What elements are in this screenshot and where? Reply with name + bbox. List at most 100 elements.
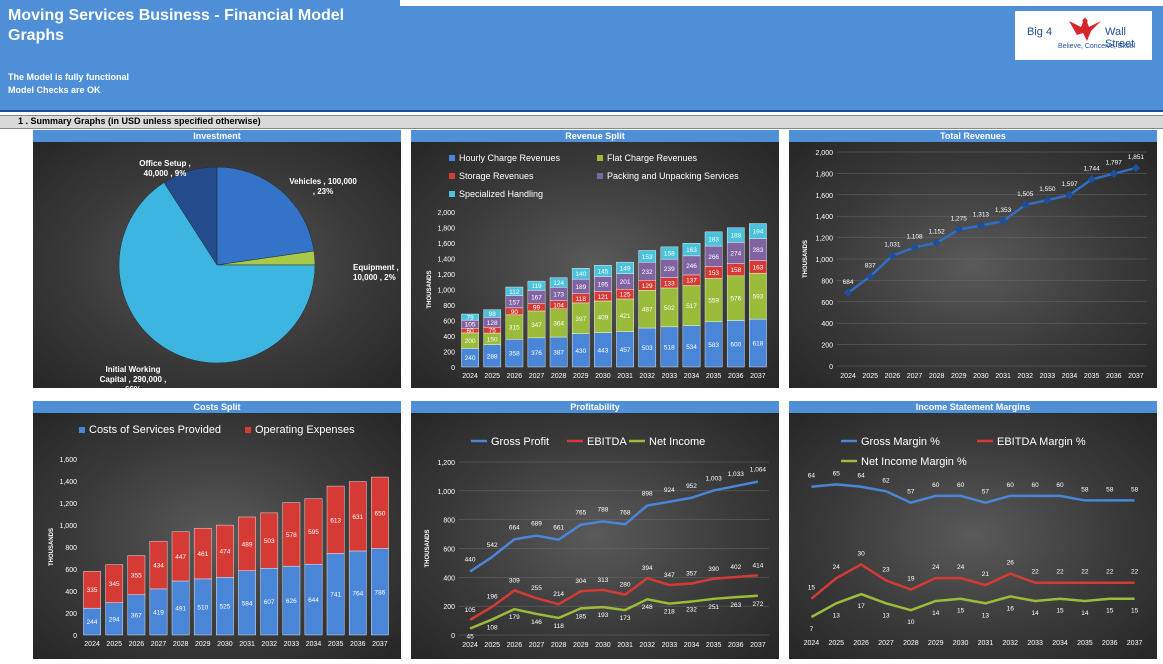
data-label: 15 bbox=[808, 585, 816, 592]
pie-slice bbox=[163, 166, 218, 266]
y-tick-label: 600 bbox=[65, 567, 77, 574]
y-tick-label: 400 bbox=[443, 334, 455, 341]
logo-text-right: Wall Street bbox=[1105, 26, 1135, 50]
legend-label: Net Income bbox=[649, 436, 705, 448]
header-banner: Moving Services Business - Financial Mod… bbox=[0, 0, 1163, 110]
bar-data-label: 764 bbox=[352, 590, 363, 597]
model-status-text: The Model is fully functional bbox=[8, 72, 130, 82]
bar-segment bbox=[549, 277, 568, 288]
x-tick-label: 2037 bbox=[1128, 373, 1144, 380]
bar-segment bbox=[326, 485, 345, 554]
bar-data-label: 129 bbox=[642, 283, 653, 290]
data-label: 390 bbox=[708, 566, 719, 573]
data-label: 251 bbox=[708, 604, 719, 611]
data-point-marker bbox=[1109, 169, 1119, 178]
y-tick-label: 1,200 bbox=[815, 236, 833, 243]
bar-data-label: 195 bbox=[597, 282, 608, 289]
x-tick-label: 2034 bbox=[1052, 640, 1068, 647]
y-axis-label: THOUSANDS bbox=[49, 528, 55, 566]
data-label: 952 bbox=[686, 483, 697, 490]
bar-data-label: 125 bbox=[620, 292, 631, 299]
bar-data-label: 188 bbox=[730, 233, 741, 240]
bar-data-label: 595 bbox=[308, 529, 319, 536]
profitability-chart: 0 200 400 600 800 1,000 1,200 THOUSANDS 2024 2025… bbox=[425, 436, 769, 649]
data-label: 118 bbox=[553, 623, 564, 630]
x-tick-label: 2035 bbox=[328, 641, 344, 648]
y-tick-label: 0 bbox=[829, 364, 833, 371]
eagle-logo-icon bbox=[1069, 17, 1101, 41]
series-line bbox=[469, 480, 759, 573]
data-label: 26 bbox=[1007, 560, 1015, 567]
bar-data-label: 99 bbox=[533, 305, 541, 312]
data-label: 768 bbox=[620, 509, 631, 516]
legend-label: Packing and Unpacking Services bbox=[607, 171, 739, 181]
data-label: 440 bbox=[465, 557, 476, 564]
data-label: 14 bbox=[1032, 610, 1040, 617]
data-label: 394 bbox=[642, 565, 653, 572]
bar-data-label: 474 bbox=[219, 549, 230, 556]
y-tick-label: 1,400 bbox=[59, 479, 77, 486]
bar-data-label: 419 bbox=[153, 609, 164, 616]
data-point-marker bbox=[888, 251, 897, 260]
x-tick-label: 2031 bbox=[995, 373, 1011, 380]
x-tick-label: 2032 bbox=[639, 642, 655, 649]
data-label: 664 bbox=[509, 524, 520, 531]
bar-data-label: 288 bbox=[487, 353, 498, 360]
bar-segment bbox=[149, 540, 168, 590]
data-label: 898 bbox=[642, 491, 653, 498]
y-tick-label: 1,200 bbox=[437, 272, 455, 279]
bar-data-label: 447 bbox=[175, 554, 186, 561]
x-tick-label: 2025 bbox=[484, 642, 500, 649]
x-tick-label: 2036 bbox=[1106, 373, 1122, 380]
x-tick-label: 2035 bbox=[706, 373, 722, 380]
data-label: 402 bbox=[730, 564, 741, 571]
data-label: 218 bbox=[664, 609, 675, 616]
y-axis-label: THOUSANDS bbox=[427, 270, 433, 308]
data-label: 1,033 bbox=[728, 471, 745, 478]
legend-label: Gross Margin % bbox=[861, 436, 940, 448]
data-label: 45 bbox=[466, 634, 474, 641]
y-tick-label: 1,000 bbox=[815, 257, 833, 264]
data-label: 24 bbox=[932, 564, 940, 571]
bar-data-label: 149 bbox=[620, 265, 631, 272]
y-tick-label: 600 bbox=[443, 319, 455, 326]
legend-swatch bbox=[79, 427, 85, 433]
data-label: 1,597 bbox=[1061, 181, 1078, 188]
x-tick-label: 2034 bbox=[684, 642, 700, 649]
x-tick-label: 2025 bbox=[828, 640, 844, 647]
bar-data-label: 347 bbox=[531, 322, 542, 329]
x-tick-label: 2032 bbox=[1002, 640, 1018, 647]
data-label: 684 bbox=[843, 279, 854, 286]
y-tick-label: 200 bbox=[821, 343, 833, 350]
bar-data-label: 358 bbox=[509, 351, 520, 358]
data-label: 689 bbox=[531, 521, 542, 528]
x-tick-label: 2031 bbox=[617, 642, 633, 649]
data-label: 1,064 bbox=[750, 467, 767, 474]
page-subtitle: Graphs bbox=[8, 27, 65, 44]
bar-segment bbox=[171, 531, 190, 582]
x-tick-label: 2026 bbox=[885, 373, 901, 380]
x-tick-label: 2026 bbox=[507, 642, 523, 649]
data-label: 1,744 bbox=[1084, 165, 1101, 172]
x-tick-label: 2036 bbox=[350, 641, 366, 648]
bar-data-label: 583 bbox=[708, 342, 719, 349]
x-tick-label: 2036 bbox=[728, 373, 744, 380]
data-label: 196 bbox=[487, 594, 498, 601]
y-tick-label: 0 bbox=[451, 365, 455, 372]
data-label: 1,275 bbox=[951, 216, 968, 223]
y-tick-label: 600 bbox=[821, 300, 833, 307]
y-tick-label: 1,200 bbox=[437, 460, 455, 467]
data-label: 60 bbox=[957, 482, 965, 489]
x-tick-label: 2030 bbox=[595, 642, 611, 649]
bar-data-label: 525 bbox=[219, 604, 230, 611]
data-label: 22 bbox=[1081, 569, 1089, 576]
x-tick-label: 2026 bbox=[129, 641, 145, 648]
bar-data-label: 600 bbox=[730, 341, 741, 348]
bar-data-label: 90 bbox=[511, 309, 519, 316]
data-label: 15 bbox=[957, 608, 965, 615]
x-tick-label: 2035 bbox=[1077, 640, 1093, 647]
x-tick-label: 2029 bbox=[573, 373, 589, 380]
bar-data-label: 194 bbox=[752, 229, 763, 236]
data-label: 542 bbox=[487, 542, 498, 549]
pie-slice bbox=[216, 166, 315, 266]
